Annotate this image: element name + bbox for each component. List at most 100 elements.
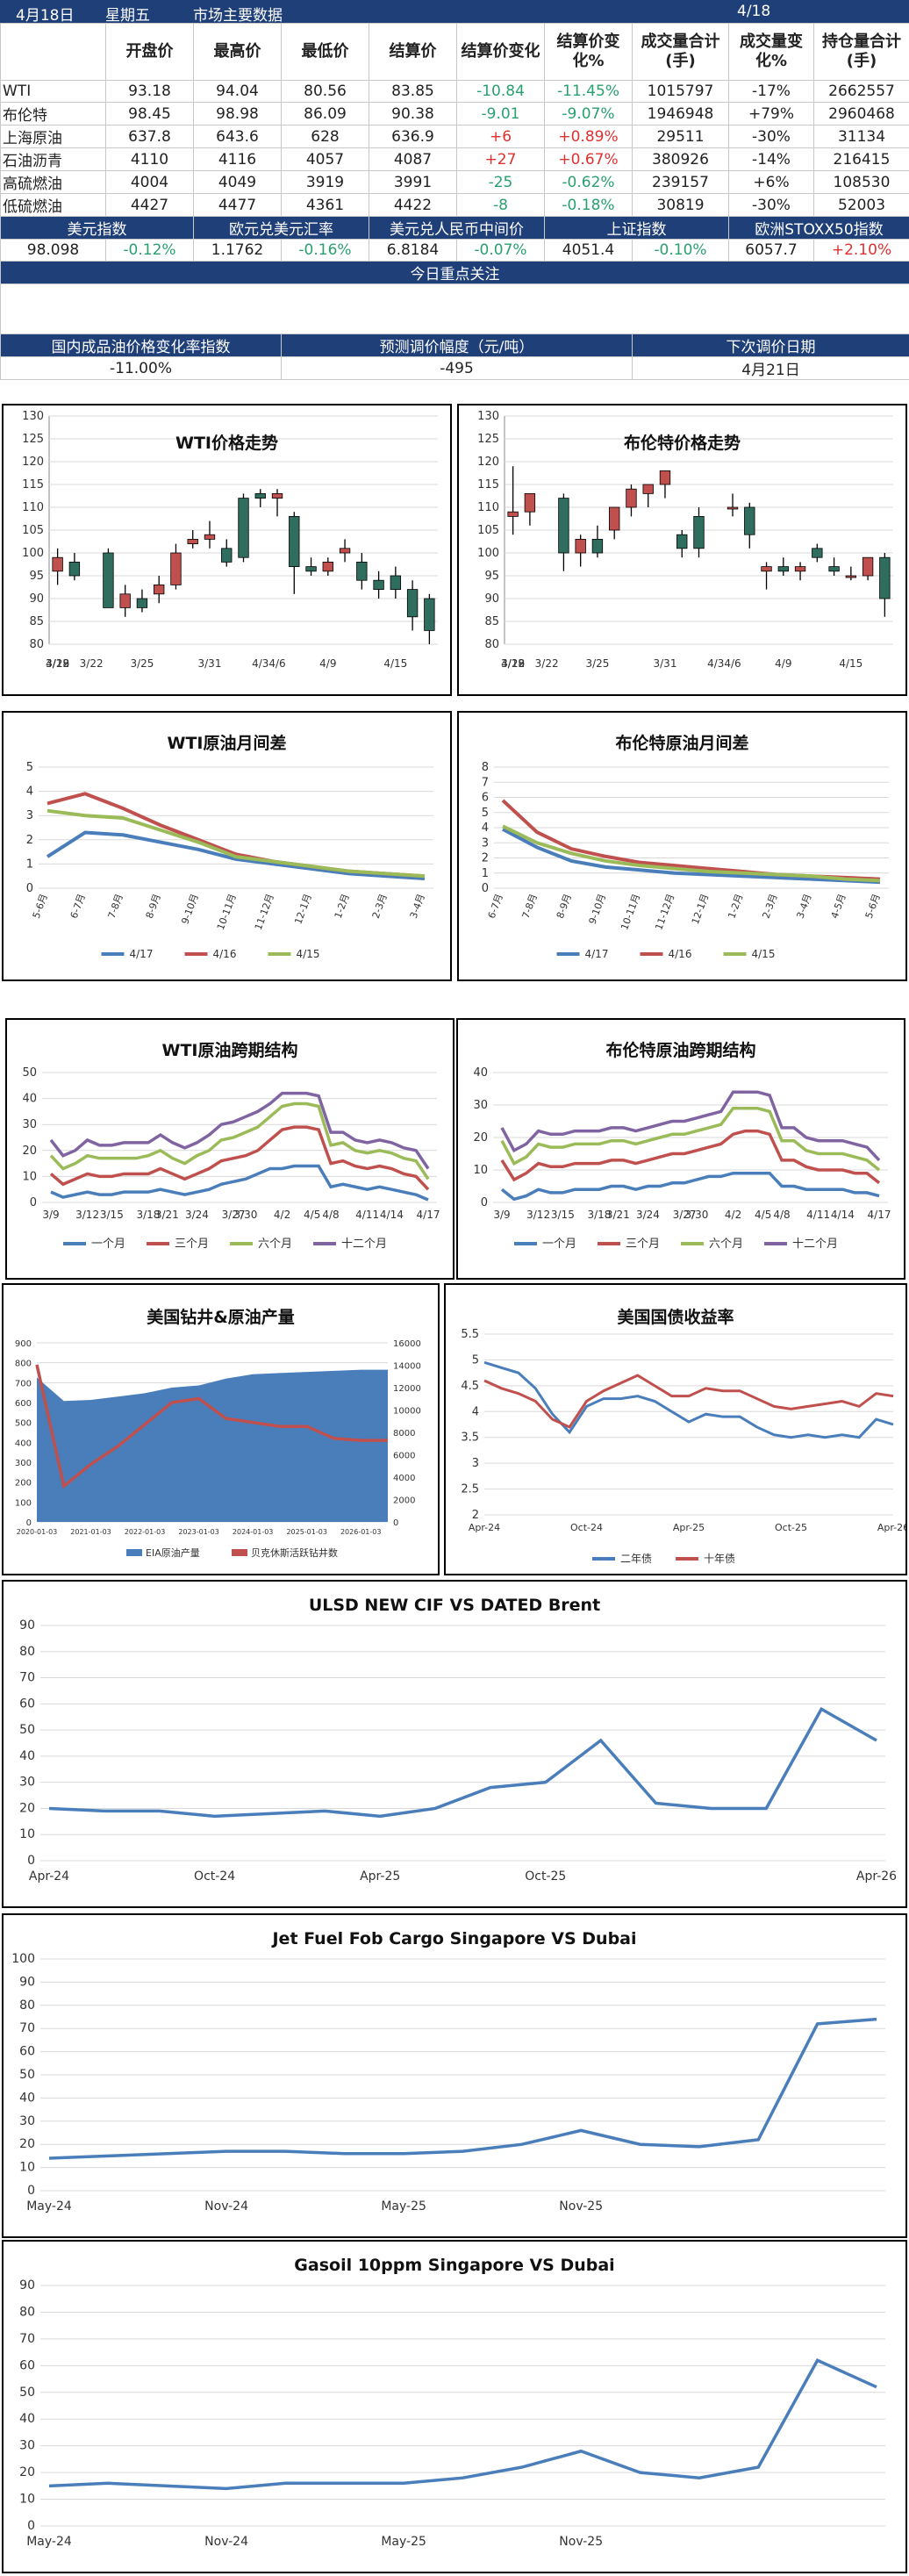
y-tick-label: 0 <box>481 1196 488 1209</box>
brent-spread-chart: 0 1 2 34 5 6 7 8 6-7月 7-8月 8-9月 9-10月 10-11月 11-12月 12… <box>482 761 889 960</box>
y-tick-label: 50 <box>19 2386 35 2400</box>
market-vol-chg: -17% <box>728 80 814 103</box>
market-chg-pct: +0.67% <box>544 147 633 171</box>
y-tick-label: 5 <box>26 761 33 774</box>
series-line <box>500 1090 881 1162</box>
x-tick-label: 2026-01-03 <box>340 1528 382 1536</box>
blank-row <box>0 283 909 334</box>
y-tick-label: 2 <box>472 1509 479 1522</box>
index-change: -0.16% <box>281 239 369 262</box>
x-tick-label: 3/22 <box>80 657 104 670</box>
candle-body <box>424 598 435 631</box>
y-tick-label: 50 <box>22 1066 37 1080</box>
index-label: 美元兑人民币中间价 <box>369 216 545 240</box>
market-name: 低硫燃油 <box>0 193 106 217</box>
market-high: 643.6 <box>193 125 282 148</box>
y-tick-label: 85 <box>29 615 44 628</box>
legend-label: 三个月 <box>626 1238 660 1251</box>
x-tick-label: 6-7月 <box>68 893 88 921</box>
market-high: 94.04 <box>193 80 282 103</box>
y-tick-label: 90 <box>484 592 499 606</box>
x-tick-label: 4-5月 <box>829 893 848 921</box>
candle-body <box>103 552 114 608</box>
y-tick-label: 115 <box>477 478 499 492</box>
x-tick-label: 4/2 <box>274 1209 290 1221</box>
y-tick-label: 4 <box>482 822 489 835</box>
y-tick-label: 2 <box>482 852 489 865</box>
candle-body <box>862 556 874 577</box>
market-name: 高硫燃油 <box>0 170 106 194</box>
y-tick-label: 8000 <box>393 1429 415 1439</box>
series-line <box>48 1706 877 1819</box>
series-line <box>48 2017 877 2160</box>
candle-body <box>289 516 300 568</box>
y-tick-label: 200 <box>15 1479 32 1489</box>
series-area <box>37 1369 388 1522</box>
y-tick-label: 105 <box>477 524 499 537</box>
y-tick-label: 110 <box>477 501 499 514</box>
candle-body <box>68 561 81 577</box>
x-tick-label: 8-9月 <box>555 893 574 921</box>
x-tick-label: 4/9 <box>319 657 336 670</box>
legend-label: 十年债 <box>704 1553 735 1565</box>
y-tick-label: 60 <box>19 1697 35 1711</box>
market-oi: 108530 <box>813 170 909 194</box>
market-settle: 3991 <box>369 170 457 194</box>
jet-panel: Jet Fuel Fob Cargo Singapore VS Dubai 0 1… <box>2 1913 907 2238</box>
series-line <box>500 1129 881 1185</box>
wti-spread-panel: WTI原油月间差 0 1 2 3 4 5 5-6月 6-7月 7-8月 8-9月 9-10月 10-1… <box>2 711 452 981</box>
x-tick-label: 3/25 <box>130 657 154 670</box>
x-tick-label: 3/21 <box>155 1209 179 1221</box>
legend-label: 三个月 <box>175 1238 209 1251</box>
y-tick-label: 125 <box>22 433 44 446</box>
candle-body <box>558 498 569 554</box>
chart-title: WTI原油跨期结构 <box>161 1041 298 1060</box>
y-tick-label: 110 <box>22 501 44 514</box>
legend-label: 六个月 <box>709 1238 743 1251</box>
header-weekday: 星期五 <box>105 7 150 25</box>
x-tick-label: Nov-24 <box>204 2199 248 2214</box>
series-line <box>46 830 426 880</box>
y-tick-label: 5 <box>472 1353 479 1367</box>
y-tick-label: 10 <box>22 1170 37 1183</box>
candle-body <box>322 561 333 572</box>
market-vol-chg: +79% <box>728 102 814 126</box>
x-tick-label: 4/11 <box>806 1209 830 1221</box>
focus-title: 今日重点关注 <box>0 261 909 284</box>
candle-body <box>254 493 266 499</box>
market-volume: 1015797 <box>632 80 729 103</box>
y-tick-label: 3 <box>472 1457 479 1470</box>
y-tick-label: 7 <box>482 776 489 789</box>
index-value: 98.098 <box>0 239 106 262</box>
market-open: 4004 <box>105 170 194 194</box>
chart-title: Gasoil 10ppm Singapore VS Dubai <box>294 2256 615 2275</box>
x-tick-label: 4/12 <box>46 657 69 670</box>
index-value: 6.8184 <box>369 239 457 262</box>
x-tick-label: 3/9 <box>493 1209 510 1221</box>
y-tick-label: 900 <box>15 1339 32 1349</box>
y-tick-label: 120 <box>22 456 44 469</box>
x-tick-label: Oct-25 <box>525 1869 566 1884</box>
market-vol-chg: -14% <box>728 147 814 171</box>
x-tick-label: 2021-01-03 <box>70 1528 111 1536</box>
legend-label: 一个月 <box>91 1238 125 1251</box>
candle-body <box>373 579 384 590</box>
x-tick-label: 3/15 <box>551 1209 575 1221</box>
x-tick-label: 4/15 <box>383 657 407 670</box>
y-tick-label: 10 <box>473 1164 488 1177</box>
market-oi: 31134 <box>813 125 909 148</box>
y-tick-label: 50 <box>19 2068 35 2082</box>
chart-title: 美国钻井&原油产量 <box>147 1308 295 1327</box>
market-settle: 4422 <box>369 193 457 217</box>
x-tick-label: 4/6 <box>268 657 285 670</box>
market-row: WTI 93.18 94.04 80.56 83.85 -10.84 -11.45% 1015… <box>0 80 909 103</box>
market-chg: -9.01 <box>456 102 545 126</box>
x-tick-label: 2024-01-03 <box>233 1528 274 1536</box>
col-header: 最高价 <box>193 23 282 81</box>
market-chg: -10.84 <box>456 80 545 103</box>
market-open: 93.18 <box>105 80 194 103</box>
y-tick-label: 5 <box>482 807 489 820</box>
market-high: 4477 <box>193 193 282 217</box>
x-tick-label: 12-1月 <box>690 893 712 926</box>
x-tick-label: 4/5 <box>755 1209 771 1221</box>
